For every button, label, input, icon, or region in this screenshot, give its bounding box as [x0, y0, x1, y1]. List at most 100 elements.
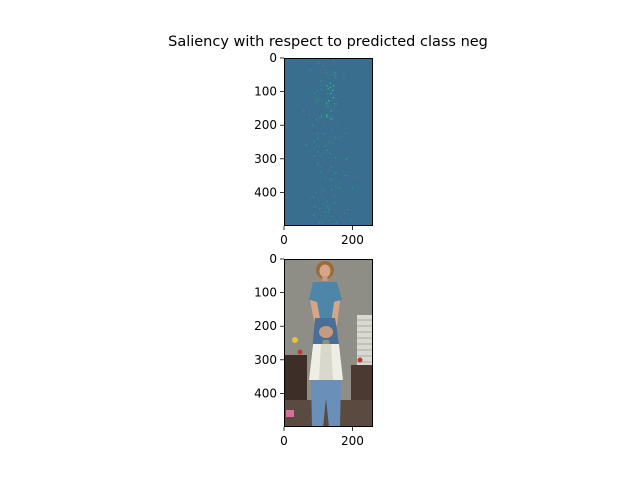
heatmap-speckle	[327, 142, 329, 144]
heatmap-speckle	[334, 103, 335, 105]
heatmap-speckle	[341, 136, 343, 137]
heatmap-speckle	[333, 60, 335, 62]
heatmap-speckle	[313, 148, 315, 150]
heatmap-speckle	[346, 115, 348, 117]
heatmap-speckle	[317, 133, 318, 135]
heatmap-speckle	[315, 97, 316, 99]
heatmap-speckle	[335, 126, 337, 128]
heatmap-speckle	[306, 105, 308, 107]
heatmap-speckle	[330, 169, 332, 171]
heatmap-speckle	[319, 146, 321, 147]
heatmap-speckle	[325, 198, 326, 200]
heatmap-speckle	[306, 131, 308, 133]
heatmap-speckle	[328, 141, 329, 142]
heatmap-speckle	[321, 221, 323, 223]
heatmap-speckle	[321, 114, 323, 116]
heatmap-speckle	[327, 211, 329, 213]
heatmap-speckle	[319, 210, 321, 211]
y-tick-label-top: 400	[254, 185, 277, 199]
heatmap-speckle	[355, 97, 357, 99]
heatmap-speckle	[320, 77, 322, 79]
heatmap-speckle	[318, 60, 319, 62]
heatmap-speckle	[332, 88, 334, 90]
heatmap-speckle	[328, 209, 330, 210]
heatmap-speckle	[323, 124, 325, 126]
heatmap-speckle	[337, 137, 339, 139]
heatmap-speckle	[322, 132, 324, 134]
heatmap-speckle	[335, 177, 337, 179]
heatmap-speckle	[331, 129, 332, 131]
heatmap-speckle	[327, 149, 329, 151]
heatmap-speckle	[336, 99, 338, 101]
heatmap-speckle	[335, 103, 337, 105]
heatmap-hotspot	[326, 115, 328, 118]
heatmap-speckle	[335, 185, 337, 187]
heatmap-speckle	[341, 198, 343, 200]
heatmap-speckle	[330, 185, 332, 187]
heatmap-speckle	[329, 219, 331, 221]
y-tick-label-bottom: 100	[254, 286, 277, 300]
heatmap-speckle	[334, 74, 336, 76]
heatmap-speckle	[343, 170, 344, 172]
heatmap-speckle	[326, 72, 328, 74]
heatmap-speckle	[315, 108, 317, 110]
heatmap-speckle	[343, 155, 345, 157]
heatmap-hotspot	[332, 85, 335, 87]
y-tick-label-bottom: 0	[269, 252, 277, 266]
heatmap-speckle	[334, 195, 336, 196]
photo-toy-yellow	[292, 337, 298, 343]
heatmap-speckle	[331, 160, 332, 162]
heatmap-speckle	[330, 179, 332, 181]
saliency-heatmap-panel	[284, 58, 373, 226]
input-photo	[285, 260, 372, 426]
heatmap-speckle	[322, 190, 324, 191]
x-tick-label-top: 200	[341, 233, 364, 247]
heatmap-speckle	[318, 221, 320, 223]
photo-man-jeans	[311, 380, 341, 426]
heatmap-speckle	[323, 65, 324, 67]
heatmap-speckle	[330, 188, 332, 190]
heatmap-speckle	[323, 152, 325, 153]
heatmap-speckle	[335, 98, 337, 100]
heatmap-speckle	[338, 183, 340, 185]
heatmap-speckle	[320, 215, 322, 217]
heatmap-speckle	[313, 211, 315, 213]
heatmap-speckle	[315, 207, 317, 208]
y-tick-label-top: 0	[269, 51, 277, 65]
heatmap-speckle	[312, 156, 314, 157]
heatmap-speckle	[334, 202, 336, 204]
heatmap-speckle	[329, 215, 331, 217]
heatmap-speckle	[347, 209, 349, 211]
heatmap-hotspot	[326, 85, 328, 87]
heatmap-speckle	[324, 211, 326, 213]
heatmap-speckle	[329, 136, 331, 138]
heatmap-speckle	[313, 73, 315, 75]
heatmap-speckle	[323, 203, 325, 205]
heatmap-speckle	[337, 110, 339, 112]
y-tick-label-top: 300	[254, 152, 277, 166]
heatmap-speckle	[318, 97, 320, 99]
heatmap-speckle	[316, 89, 318, 91]
heatmap-speckle	[335, 172, 337, 174]
heatmap-speckle	[324, 177, 326, 179]
photo-man-head	[319, 326, 333, 338]
heatmap-speckle	[333, 135, 334, 137]
heatmap-speckle	[343, 73, 345, 75]
heatmap-speckle	[316, 214, 318, 215]
heatmap-hotspot	[329, 82, 331, 84]
heatmap-speckle	[319, 154, 321, 156]
heatmap-speckle	[317, 79, 319, 81]
heatmap-speckle	[332, 224, 334, 225]
heatmap-speckle	[324, 133, 326, 135]
x-tick-label-top: 0	[280, 233, 288, 247]
heatmap-speckle	[326, 117, 328, 119]
heatmap-speckle	[320, 88, 322, 90]
heatmap-speckle	[319, 117, 321, 119]
heatmap-speckle	[324, 99, 326, 101]
heatmap-speckle	[326, 104, 327, 106]
heatmap-speckle	[347, 175, 349, 177]
heatmap-hotspot	[332, 97, 335, 99]
heatmap-speckle	[339, 139, 341, 141]
heatmap-speckle	[333, 223, 335, 225]
heatmap-speckle	[324, 70, 326, 72]
